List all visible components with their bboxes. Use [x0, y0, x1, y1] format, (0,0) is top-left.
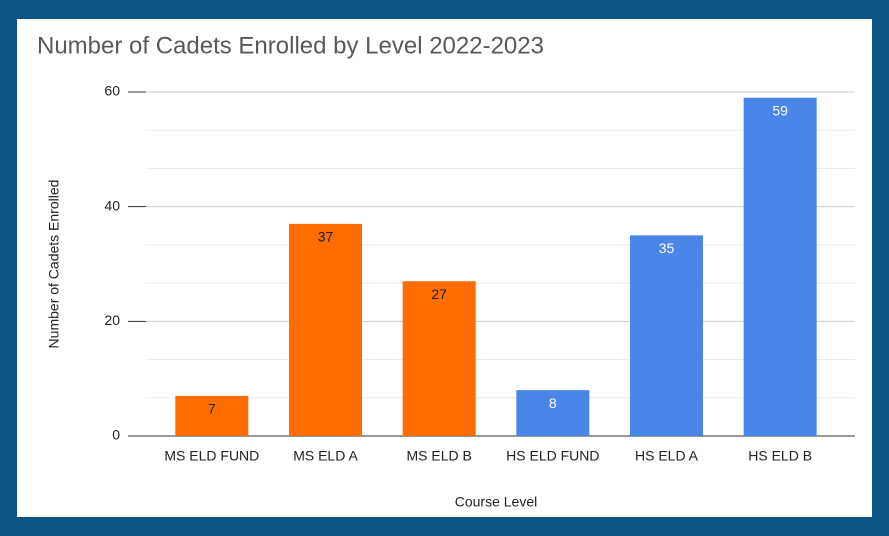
data-label: 8 — [549, 395, 557, 411]
x-axis-label: Course Level — [455, 494, 538, 510]
data-label: 27 — [431, 286, 447, 302]
y-tick-label: 60 — [104, 83, 120, 99]
data-label: 59 — [772, 102, 788, 118]
data-label: 35 — [659, 240, 675, 256]
x-tick-label: HS ELD A — [635, 448, 699, 464]
bar — [516, 390, 590, 436]
chart-title: Number of Cadets Enrolled by Level 2022-… — [37, 32, 544, 59]
bar — [743, 97, 817, 436]
y-axis-label: Number of Cadets Enrolled — [46, 180, 62, 349]
y-tick-label: 0 — [112, 427, 120, 443]
bar — [402, 281, 476, 436]
x-tick-label: MS ELD FUND — [164, 448, 259, 464]
x-tick-label: MS ELD B — [406, 448, 471, 464]
x-tick-label: HS ELD B — [748, 448, 812, 464]
bar — [289, 223, 362, 436]
data-label: 37 — [318, 229, 334, 245]
bar — [630, 235, 703, 436]
data-label: 7 — [208, 401, 216, 417]
x-tick-label: MS ELD A — [293, 448, 358, 464]
x-tick-label: HS ELD FUND — [506, 448, 599, 464]
y-tick-label: 40 — [104, 197, 120, 213]
bar — [175, 395, 249, 436]
y-tick-label: 20 — [104, 312, 120, 328]
